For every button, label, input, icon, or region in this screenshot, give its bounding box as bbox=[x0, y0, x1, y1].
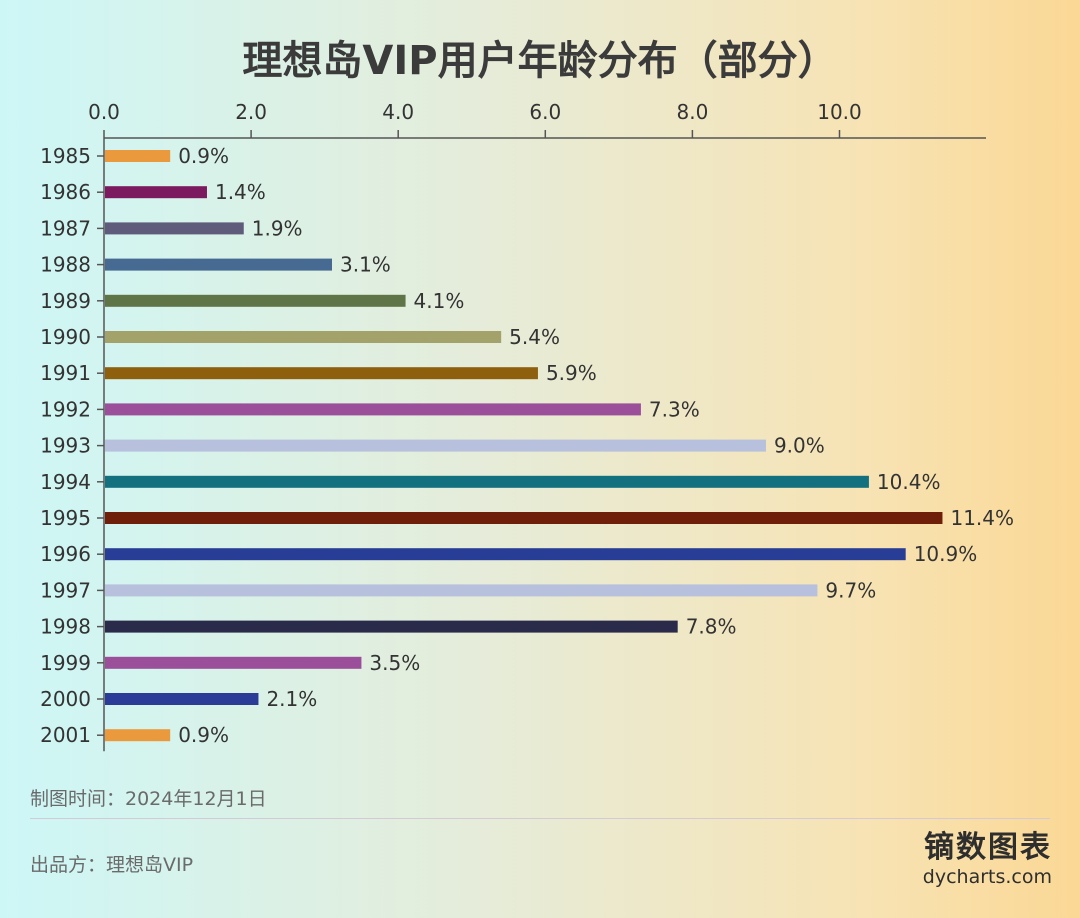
category-label: 1989 bbox=[40, 289, 91, 313]
chart-date-note: 制图时间：2024年12月1日 bbox=[30, 788, 267, 810]
data-label: 3.5% bbox=[369, 651, 420, 675]
x-tick-label: 0.0 bbox=[88, 100, 120, 124]
data-label: 5.9% bbox=[546, 361, 597, 385]
x-tick-label: 10.0 bbox=[817, 100, 862, 124]
category-label: 1998 bbox=[40, 615, 91, 639]
x-tick-label: 2.0 bbox=[235, 100, 267, 124]
bar bbox=[105, 294, 406, 307]
category-label: 1999 bbox=[40, 651, 91, 675]
bar bbox=[105, 512, 943, 524]
bar bbox=[105, 403, 641, 416]
bar bbox=[105, 548, 906, 561]
data-label: 10.4% bbox=[877, 470, 941, 494]
category-label: 2000 bbox=[40, 687, 91, 711]
x-tick-label: 8.0 bbox=[676, 100, 708, 124]
x-tick-label: 4.0 bbox=[382, 100, 414, 124]
category-label: 1991 bbox=[40, 361, 91, 385]
brand-name: 镝数图表 bbox=[924, 830, 1052, 865]
category-label: 1986 bbox=[40, 180, 91, 204]
data-label: 4.1% bbox=[414, 289, 465, 313]
axis-layer: 0.0 2.0 4.0 6.0 8.0 10.0 1985 1986 1987 1988 1989 1… bbox=[40, 100, 986, 752]
bar bbox=[105, 222, 244, 235]
x-tick-label: 6.0 bbox=[529, 100, 561, 124]
bar bbox=[105, 439, 766, 452]
bar-layer: 0.9% 1.4% 1.9% 3.1% 4.1% 5.4% 5.9% 7.3% 9.0% 10.4… bbox=[105, 144, 1014, 747]
data-label: 1.9% bbox=[252, 216, 303, 240]
bar bbox=[105, 186, 207, 199]
footer-divider bbox=[30, 818, 1050, 819]
data-label: 10.9% bbox=[914, 542, 978, 566]
data-label: 7.8% bbox=[686, 615, 737, 639]
data-label: 2.1% bbox=[266, 687, 317, 711]
category-label: 1994 bbox=[40, 470, 91, 494]
data-label: 0.9% bbox=[178, 144, 229, 168]
category-label: 1990 bbox=[40, 325, 91, 349]
data-label: 9.7% bbox=[825, 578, 876, 602]
category-label: 1985 bbox=[40, 144, 91, 168]
bar bbox=[105, 656, 362, 669]
data-label: 5.4% bbox=[509, 325, 560, 349]
category-label: 1988 bbox=[40, 253, 91, 277]
data-label: 3.1% bbox=[340, 253, 391, 277]
chart-title: 理想岛VIP用户年龄分布（部分） bbox=[242, 38, 838, 84]
category-label: 1997 bbox=[40, 578, 91, 602]
bar bbox=[105, 475, 869, 488]
bar bbox=[105, 258, 333, 271]
data-label: 7.3% bbox=[649, 397, 700, 421]
brand-logo: 镝数图表 dycharts.com bbox=[923, 830, 1052, 888]
category-label: 1992 bbox=[40, 397, 91, 421]
bar bbox=[105, 729, 171, 742]
category-label: 1995 bbox=[40, 506, 91, 530]
bar-chart: 0.0 2.0 4.0 6.0 8.0 10.0 1985 1986 1987 1988 1989 1… bbox=[40, 100, 1014, 752]
category-label: 1987 bbox=[40, 216, 91, 240]
category-label: 1993 bbox=[40, 434, 91, 458]
chart-source-note: 出品方：理想岛VIP bbox=[30, 854, 194, 876]
bar bbox=[105, 620, 678, 633]
bar bbox=[105, 693, 259, 705]
data-label: 11.4% bbox=[950, 506, 1014, 530]
bar bbox=[105, 584, 818, 597]
data-label: 9.0% bbox=[774, 434, 825, 458]
data-label: 0.9% bbox=[178, 723, 229, 747]
category-label: 2001 bbox=[40, 723, 91, 747]
bar bbox=[105, 331, 502, 343]
category-label: 1996 bbox=[40, 542, 91, 566]
bar bbox=[105, 367, 538, 380]
brand-url: dycharts.com bbox=[922, 866, 1052, 888]
data-label: 1.4% bbox=[215, 180, 266, 204]
bar bbox=[105, 150, 171, 162]
